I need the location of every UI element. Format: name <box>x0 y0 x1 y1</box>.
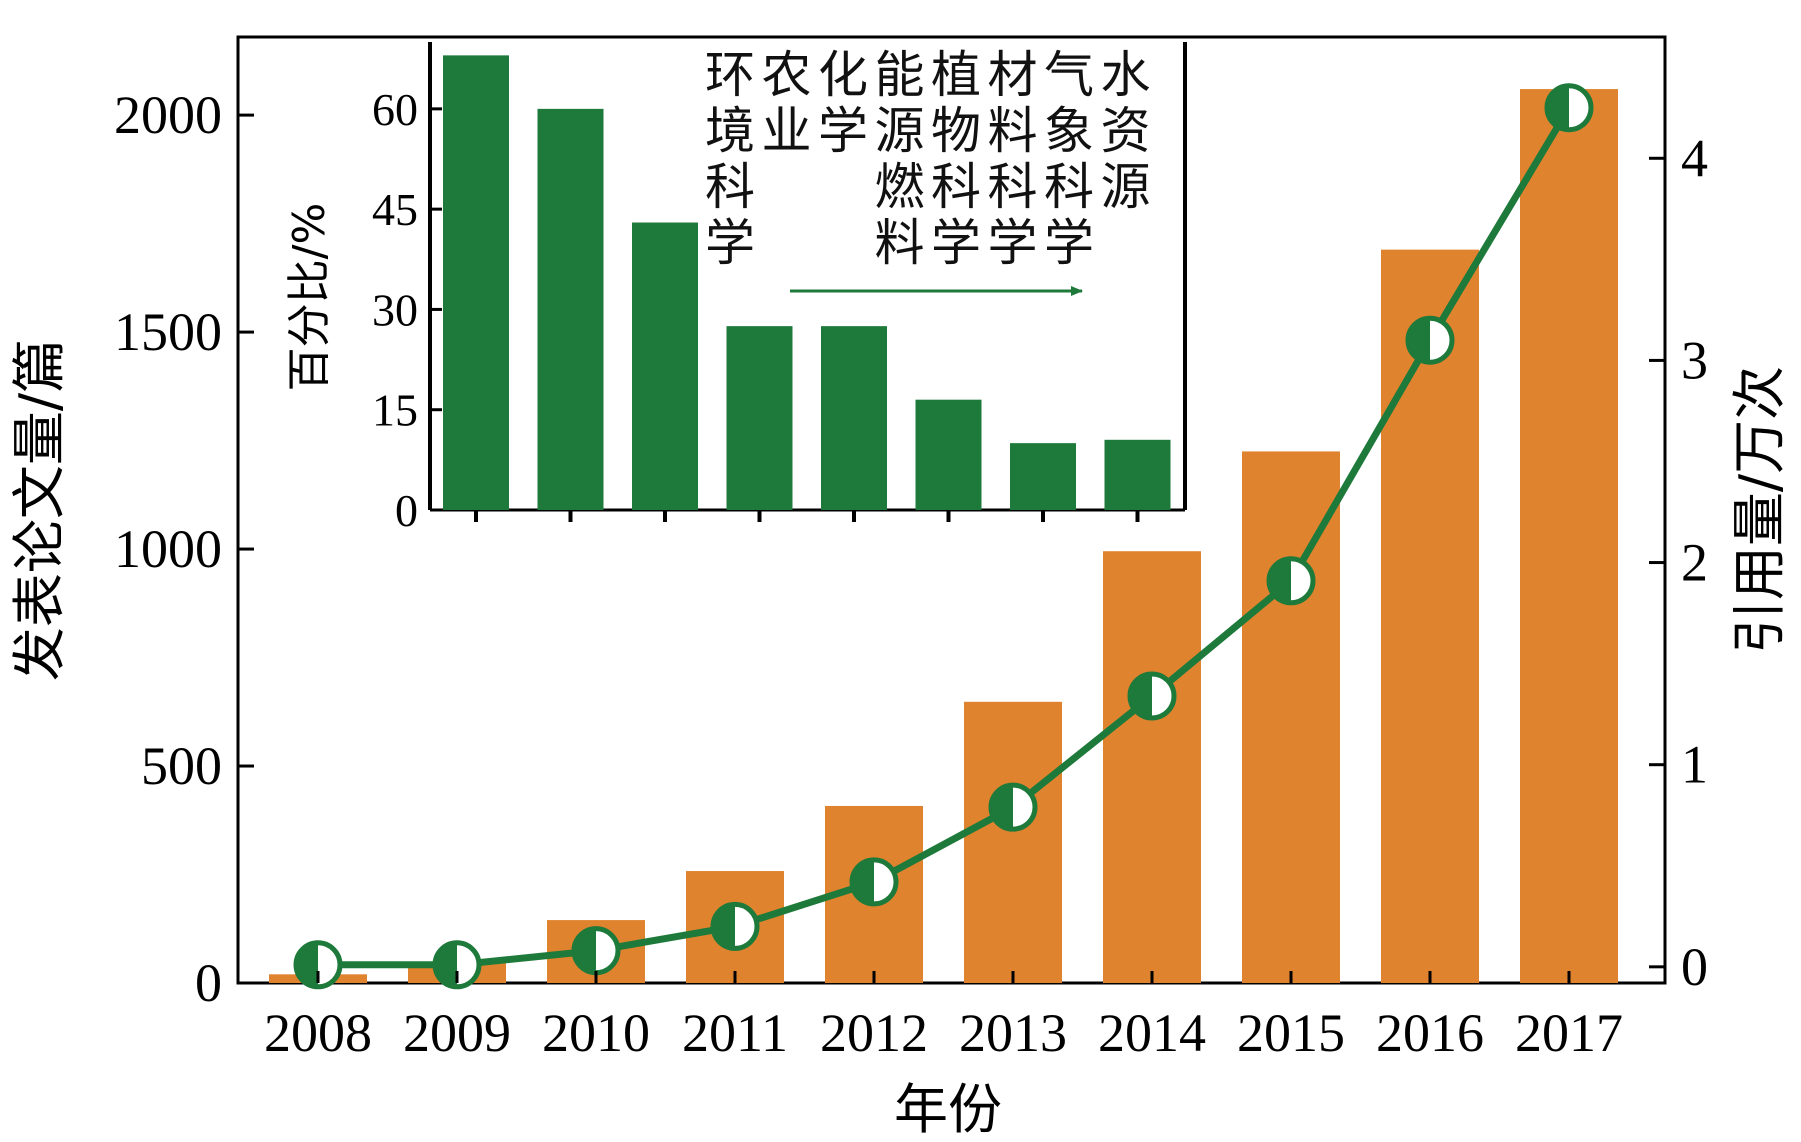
bar-series <box>269 89 1618 984</box>
inset-bar-材料科学 <box>915 399 982 510</box>
citation-point-2013 <box>988 782 1038 832</box>
inset-bar-水资源 <box>1104 439 1171 510</box>
citation-point-2008 <box>293 940 343 990</box>
right-axis-title: 引用量/万次 <box>1728 366 1791 654</box>
inset-tick-label: 15 <box>372 385 418 436</box>
x-tick-label: 2014 <box>1098 1003 1206 1063</box>
citation-point-2016 <box>1405 315 1455 365</box>
inset-bar-化学 <box>632 222 698 510</box>
x-tick-label: 2008 <box>264 1003 372 1063</box>
inset-bars <box>443 55 1171 522</box>
left-axis: 0 500 1000 1500 2000 <box>114 85 254 1013</box>
inset-category-label: 气象科学 <box>1044 46 1094 272</box>
inset-tick-label: 0 <box>395 485 418 536</box>
inset-category-label: 化学 <box>818 46 868 160</box>
inset-bar-环境科学 <box>443 55 509 510</box>
bar-2013 <box>964 701 1062 983</box>
citation-point-2012 <box>849 857 899 907</box>
left-tick-label: 500 <box>141 736 222 796</box>
left-tick-label: 0 <box>195 953 222 1013</box>
inset-bar-农业 <box>537 108 604 510</box>
right-axis: 0 1 2 3 4 <box>1649 128 1708 997</box>
citation-point-2014 <box>1127 671 1177 721</box>
inset-tick-label: 30 <box>372 284 418 335</box>
left-tick-label: 1500 <box>114 302 222 362</box>
inset-tick-label: 60 <box>372 84 418 135</box>
inset-category-label: 水资源 <box>1101 46 1151 216</box>
x-tick-label: 2012 <box>820 1003 928 1063</box>
citation-line <box>318 105 1573 969</box>
inset-y-axis-title: 百分比/% <box>284 203 335 392</box>
citation-point-2011 <box>710 901 760 951</box>
left-tick-label: 2000 <box>114 85 222 145</box>
citation-point-2017 <box>1544 83 1594 133</box>
citation-point-2015 <box>1266 556 1316 606</box>
inset-bar-能源燃料 <box>726 326 793 510</box>
left-tick-label: 1000 <box>114 519 222 579</box>
inset-category-label: 能源燃料 <box>875 46 925 272</box>
right-tick-label: 3 <box>1681 330 1708 390</box>
x-tick-label: 2010 <box>542 1003 650 1063</box>
x-tick-label: 2015 <box>1237 1003 1345 1063</box>
inset-category-label: 植物科学 <box>931 46 981 272</box>
x-tick-label: 2009 <box>403 1003 511 1063</box>
citation-point-2010 <box>571 926 621 976</box>
x-axis: 2008 2009 2010 2011 2012 2013 2014 2015 2016 2017 <box>264 971 1623 1063</box>
inset-bar-植物科学 <box>821 326 887 510</box>
inset-category-label: 材料科学 <box>988 46 1038 272</box>
bar-2014 <box>1103 551 1201 983</box>
inset-bar-气象科学 <box>1010 443 1076 510</box>
inset-category-label: 环境科学 <box>705 46 755 272</box>
inset-y-axis: 0 15 30 45 60 <box>372 84 442 536</box>
x-tick-label: 2016 <box>1376 1003 1484 1063</box>
right-tick-label: 0 <box>1681 937 1708 997</box>
right-tick-label: 2 <box>1681 533 1708 593</box>
x-tick-label: 2013 <box>959 1003 1067 1063</box>
inset-category-label: 农业 <box>762 46 812 160</box>
bar-2015 <box>1242 451 1340 983</box>
right-tick-label: 1 <box>1681 735 1708 795</box>
right-tick-label: 4 <box>1681 128 1708 188</box>
bar-2017 <box>1520 89 1618 984</box>
x-tick-label: 2017 <box>1515 1003 1623 1063</box>
x-axis-title: 年份 <box>894 1078 1002 1141</box>
x-tick-label: 2011 <box>682 1003 788 1063</box>
line-series <box>293 83 1594 990</box>
inset-tick-label: 45 <box>372 184 418 235</box>
left-axis-title: 发表论文量/篇 <box>8 339 71 681</box>
citation-point-2009 <box>432 940 482 990</box>
plot-frame <box>236 35 1667 985</box>
bar-2016 <box>1381 249 1479 983</box>
